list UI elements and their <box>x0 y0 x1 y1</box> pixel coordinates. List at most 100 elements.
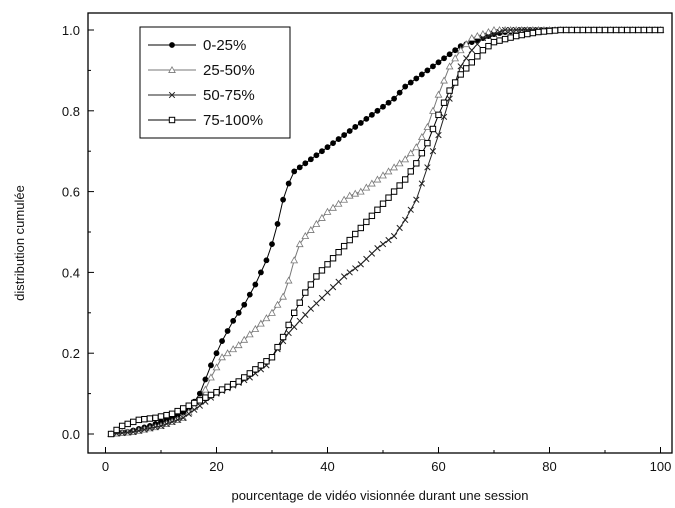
data-point-cross <box>424 164 431 171</box>
data-point-open-square <box>574 26 581 34</box>
data-point-open-square <box>618 26 625 34</box>
data-point-open-square <box>424 139 431 147</box>
data-point-cross <box>291 323 298 331</box>
data-point-filled-circle <box>252 281 259 288</box>
y-axis: 0.0 0.2 0.4 0.6 0.8 1.0 <box>62 23 94 442</box>
data-point-cross <box>185 410 192 417</box>
data-point-open-triangle <box>262 314 271 322</box>
data-point-open-square <box>263 358 270 365</box>
data-point-open-square <box>446 87 453 94</box>
data-point-open-triangle <box>479 30 487 37</box>
data-point-open-triangle <box>390 163 398 171</box>
data-point-open-square <box>651 26 659 34</box>
legend-label: 25-50% <box>203 62 255 79</box>
data-point-open-square <box>218 386 226 393</box>
data-point-open-triangle <box>251 324 260 332</box>
data-point-filled-circle <box>352 124 359 130</box>
data-point-open-square <box>135 416 143 424</box>
data-point-open-triangle <box>395 159 404 167</box>
data-point-cross <box>141 426 148 433</box>
data-point-open-triangle <box>484 27 493 35</box>
data-point-open-triangle <box>362 183 371 191</box>
data-point-open-triangle <box>207 373 215 381</box>
data-point-open-square <box>274 343 281 351</box>
data-point-filled-circle <box>396 89 403 96</box>
x-tick-label: 100 <box>650 459 672 474</box>
data-point-open-square <box>451 79 459 86</box>
data-point-cross <box>146 425 154 432</box>
data-point-open-square <box>346 236 353 244</box>
data-point-open-square <box>324 261 331 268</box>
data-point-open-triangle <box>462 40 471 48</box>
data-point-open-triangle <box>379 171 387 179</box>
data-point-filled-circle <box>391 95 397 102</box>
data-point-filled-circle <box>241 301 248 308</box>
data-point-open-triangle <box>417 133 426 141</box>
series-75-100% <box>107 26 664 438</box>
data-point-filled-circle <box>424 67 431 74</box>
data-point-open-square <box>607 26 614 34</box>
data-point-cross <box>302 311 309 318</box>
data-point-open-square <box>168 410 176 418</box>
data-point-open-square <box>540 28 548 35</box>
data-point-filled-circle <box>296 164 303 171</box>
data-point-open-triangle <box>467 34 476 42</box>
data-point-open-square <box>130 418 137 426</box>
data-point-open-triangle <box>323 207 332 215</box>
data-point-filled-circle <box>274 221 281 227</box>
y-tick-label: 0.6 <box>62 185 80 200</box>
data-point-filled-circle <box>208 362 214 369</box>
data-point-cross <box>402 216 409 224</box>
data-point-filled-circle <box>402 83 409 90</box>
data-point-cross <box>191 406 198 413</box>
data-point-filled-circle <box>280 196 286 203</box>
data-point-cross <box>513 26 520 34</box>
data-point-open-triangle <box>273 300 282 308</box>
data-point-open-triangle <box>284 276 293 284</box>
data-point-open-square <box>435 111 442 119</box>
data-point-cross <box>318 294 326 302</box>
data-point-cross <box>346 269 353 276</box>
data-point-open-triangle <box>223 349 232 357</box>
x-tick-label: 80 <box>542 459 556 474</box>
data-point-open-square <box>562 26 570 34</box>
data-point-cross <box>324 289 331 296</box>
data-point-open-triangle <box>234 341 243 349</box>
data-point-open-triangle <box>334 199 343 207</box>
data-point-open-square <box>585 26 592 34</box>
data-point-open-square <box>235 378 242 385</box>
data-point-open-square <box>396 182 403 189</box>
data-point-cross <box>468 47 475 54</box>
data-point-cross <box>429 148 437 155</box>
data-point-filled-circle <box>435 59 442 66</box>
data-point-filled-circle <box>313 152 320 159</box>
data-point-open-triangle <box>312 219 321 227</box>
data-point-filled-circle <box>291 168 298 175</box>
data-point-cross <box>174 416 181 424</box>
data-point-filled-circle <box>219 338 225 344</box>
data-point-open-square <box>413 160 420 167</box>
data-point-open-square <box>402 176 409 183</box>
data-point-cross <box>180 414 187 421</box>
data-point-filled-circle <box>407 79 414 86</box>
data-point-cross <box>507 26 514 34</box>
x-tick-label: 60 <box>431 459 445 474</box>
x-tick-label: 40 <box>320 459 334 474</box>
data-point-open-triangle <box>240 335 249 343</box>
legend-entry: 75-100% <box>148 112 263 129</box>
data-point-open-square <box>318 267 326 274</box>
data-point-open-square <box>390 188 398 195</box>
data-point-open-triangle <box>301 232 310 240</box>
data-point-open-triangle <box>201 385 210 393</box>
data-point-open-triangle <box>429 106 437 114</box>
data-point-open-square <box>496 37 503 44</box>
data-point-cross <box>307 305 315 312</box>
data-point-cross <box>418 180 426 187</box>
data-point-filled-circle <box>385 99 392 106</box>
data-point-open-triangle <box>440 76 448 84</box>
data-point-filled-circle <box>363 115 370 122</box>
data-point-cross <box>124 429 131 436</box>
data-point-open-square <box>180 405 187 412</box>
data-point-open-triangle <box>412 143 421 151</box>
data-point-open-triangle <box>340 195 349 203</box>
